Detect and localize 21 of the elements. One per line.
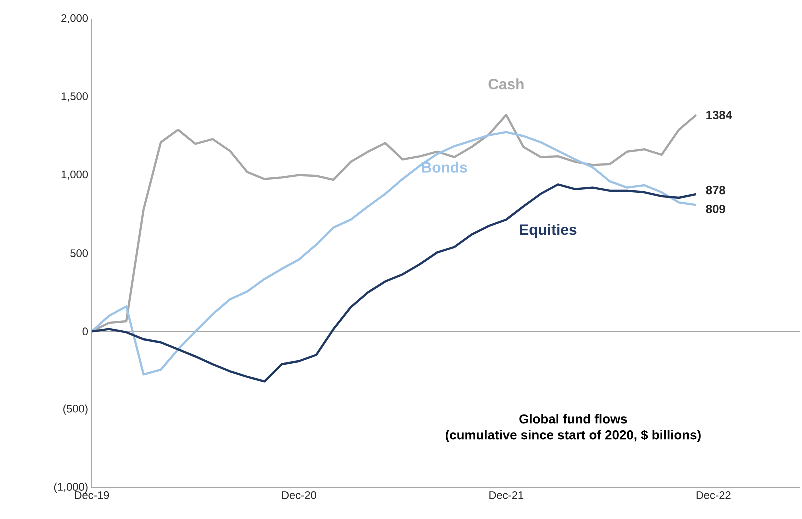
line-series [90, 184, 698, 383]
series-label: Equities [520, 224, 577, 238]
y-tick-label: 500 [70, 250, 88, 258]
y-tick-label: (1,000) [54, 482, 88, 494]
text: Global fund flows [520, 414, 628, 424]
x-tick-label: Dec-22 [696, 492, 731, 500]
data-label: 878 [706, 186, 726, 195]
y-tick-label: 0 [82, 328, 88, 336]
y-tick-label: (500) [64, 404, 88, 415]
y-tick-label: 1,500 [62, 92, 88, 102]
series-label: Bonds [422, 162, 468, 173]
y-tick-label: 1,000 [62, 170, 88, 180]
x-tick-label: Dec-19 [75, 492, 110, 500]
x-tick-label: Dec-20 [282, 492, 316, 500]
y-tick-label: 2,000 [62, 14, 88, 24]
line-series [90, 131, 698, 376]
data-label: 809 [706, 204, 726, 214]
text: Cash [488, 78, 524, 90]
text: (cumulative since start of 2020, $ billions) [446, 430, 701, 442]
x-tick-label: Dec-21 [490, 492, 524, 500]
data-label: 1384 [706, 111, 732, 120]
